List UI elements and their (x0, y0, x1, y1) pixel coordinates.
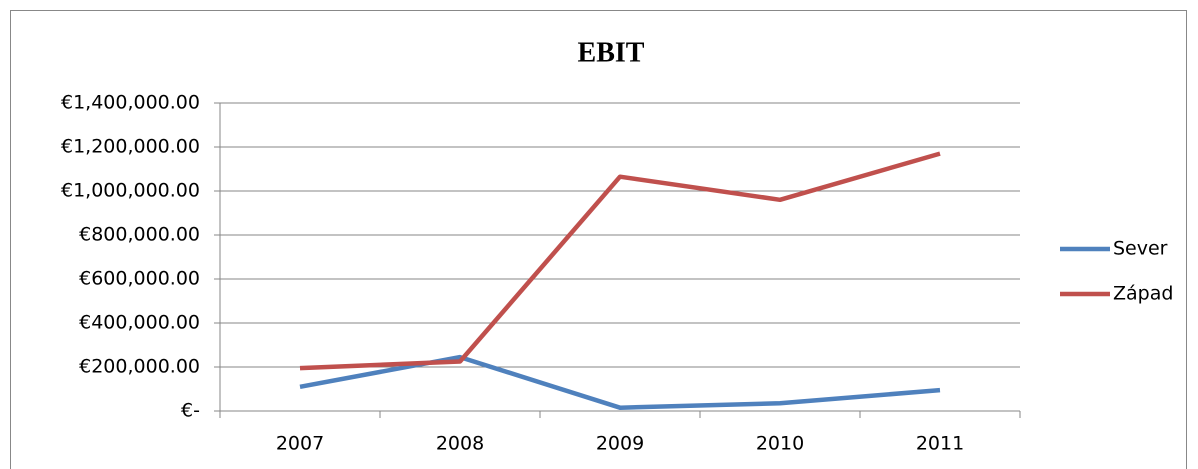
x-tick-label: 2007 (276, 433, 324, 455)
y-tick-label: €600,000.00 (79, 268, 200, 290)
y-tick-label: €1,200,000.00 (61, 136, 200, 158)
x-tick-label: 2010 (756, 433, 804, 455)
legend-label: Západ (1113, 283, 1173, 305)
legend-label: Sever (1113, 238, 1168, 260)
chart-title: EBIT (578, 37, 645, 68)
y-tick-label: €400,000.00 (79, 312, 200, 334)
y-tick-label: €1,400,000.00 (61, 92, 200, 114)
y-tick-label: €1,000,000.00 (61, 180, 200, 202)
y-tick-label: €800,000.00 (79, 224, 200, 246)
x-tick-label: 2009 (596, 433, 644, 455)
series-line (299, 354, 941, 410)
y-tick-label: €- (181, 400, 200, 422)
x-tick-label: 2008 (436, 433, 484, 455)
y-tick-label: €200,000.00 (79, 356, 200, 378)
x-tick-label: 2011 (916, 433, 964, 455)
chart-border (10, 10, 1187, 469)
series-line (299, 151, 941, 371)
